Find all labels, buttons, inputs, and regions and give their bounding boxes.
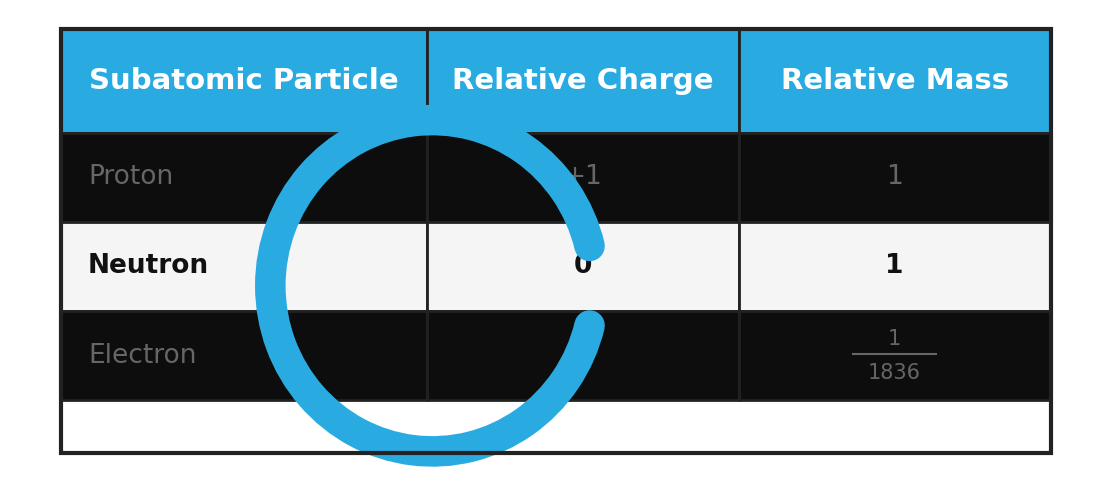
Bar [60, 311, 427, 400]
Bar [427, 133, 739, 222]
Text: 1836: 1836 [868, 363, 921, 383]
Bar [60, 29, 427, 133]
Bar [60, 222, 427, 311]
Bar [427, 29, 739, 133]
Text: Relative Charge: Relative Charge [452, 67, 714, 95]
Text: 1: 1 [886, 254, 904, 280]
Bar [739, 133, 1050, 222]
Text: Electron: Electron [88, 343, 197, 369]
Bar [427, 222, 739, 311]
Text: 1: 1 [888, 330, 901, 349]
Bar [60, 133, 427, 222]
Bar [739, 222, 1050, 311]
Text: 1: 1 [887, 164, 903, 190]
Bar [60, 29, 1050, 453]
Text: -1: -1 [570, 343, 596, 369]
Bar [739, 311, 1050, 400]
Text: Proton: Proton [88, 164, 174, 190]
Bar [427, 311, 739, 400]
Bar [739, 29, 1050, 133]
Text: +1: +1 [563, 164, 602, 190]
Text: 0: 0 [573, 254, 592, 280]
Text: Relative Mass: Relative Mass [781, 67, 1009, 95]
Text: Neutron: Neutron [88, 254, 209, 280]
Text: Subatomic Particle: Subatomic Particle [89, 67, 398, 95]
